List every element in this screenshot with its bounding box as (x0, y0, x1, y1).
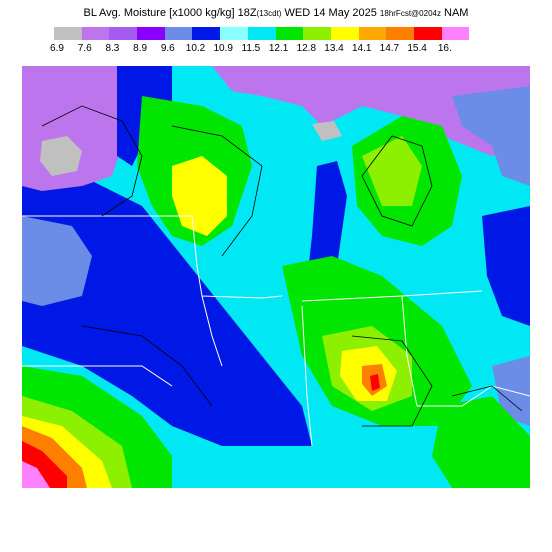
legend-labels: 6.9 7.6 8.3 8.9 9.6 10.2 10.9 11.5 12.1 12.8 13.4 1… (50, 43, 494, 55)
boundary-line (301, 305, 313, 447)
legend-label: 6.9 (50, 43, 64, 54)
legend-swatch (109, 27, 138, 40)
contour-line (81, 325, 213, 407)
contour-line (361, 135, 433, 227)
legend-swatch (81, 27, 110, 40)
legend-swatch (192, 27, 221, 40)
field-grey-northwest (40, 136, 82, 176)
legend-label: 13.4 (324, 43, 344, 54)
field-light-green-michigan (362, 136, 422, 206)
contour-line (41, 105, 143, 217)
boundary-line (401, 295, 418, 407)
field-dark-blue-west (22, 176, 312, 446)
boundary-line (22, 365, 173, 387)
legend-label: 10.2 (185, 43, 206, 54)
legend-label: 14.1 (351, 43, 372, 54)
title-forecast: 18hrFcst@0204z (379, 9, 441, 18)
title-main: BL Avg. Moisture [x1000 kg/kg] 18Z (83, 7, 257, 19)
legend-swatch (441, 27, 470, 40)
legend-swatch (386, 27, 414, 40)
legend-swatch (330, 27, 359, 40)
legend-label: 15.4 (407, 43, 427, 54)
map-title: BL Avg. Moisture [x1000 kg/kg] 18Z(13cdt… (0, 7, 552, 19)
legend-label: 9.6 (160, 43, 175, 54)
legend-label: 10.9 (213, 43, 233, 54)
color-legend (54, 27, 470, 40)
contour-line (451, 385, 523, 412)
legend-label: 12.8 (296, 43, 317, 54)
field-dark-blue-east (482, 206, 530, 326)
field-mid-blue-northwest (22, 216, 92, 306)
field-grey-lake (312, 121, 342, 141)
contour-line (351, 335, 433, 427)
legend-swatch (54, 27, 82, 40)
legend-swatch (247, 27, 276, 40)
legend-label: 8.3 (105, 43, 120, 54)
legend-swatch (358, 27, 387, 40)
field-green-southeast (432, 396, 530, 488)
field-red-central (370, 374, 380, 391)
legend-swatch (164, 27, 193, 40)
moisture-map (22, 66, 530, 488)
boundary-line (417, 385, 530, 407)
legend-label: 12.1 (268, 43, 289, 54)
contour-lines (41, 105, 523, 427)
legend-label: 8.9 (133, 43, 148, 54)
title-date: WED 14 May 2025 (284, 7, 377, 19)
legend-label: 11.5 (241, 43, 261, 54)
legend-swatch (220, 27, 248, 40)
legend-swatch (303, 27, 331, 40)
legend-label: 7.6 (77, 43, 92, 54)
legend-swatch (275, 27, 304, 40)
legend-label: 16. (437, 43, 452, 54)
boundary-line (201, 295, 223, 367)
title-local-time: (13cdt) (256, 9, 282, 18)
moisture-fields (22, 66, 530, 488)
legend-swatch (137, 27, 165, 40)
field-pink-southwest (22, 461, 50, 488)
legend-label: 14.7 (379, 43, 400, 54)
legend-swatch (413, 27, 442, 40)
field-mid-blue-lakes (452, 86, 530, 186)
contour-line (171, 125, 263, 257)
state-boundaries (22, 215, 530, 447)
title-model: NAM (444, 7, 469, 19)
field-purple-great-lakes (292, 66, 530, 156)
